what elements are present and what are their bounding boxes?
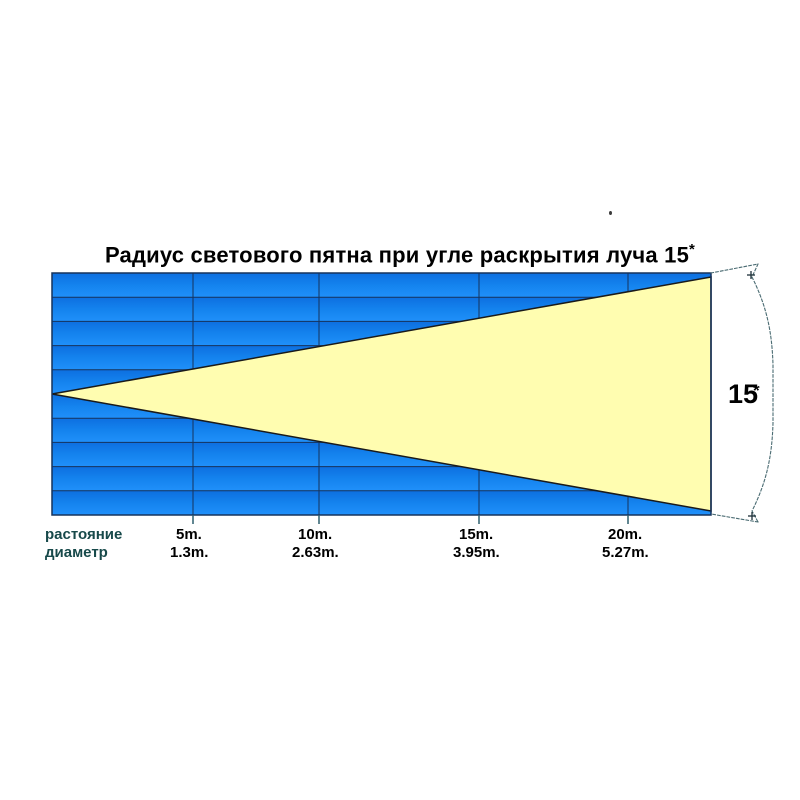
svg-text:1.3m.: 1.3m. xyxy=(170,544,208,561)
svg-text:15m.: 15m. xyxy=(459,526,493,543)
svg-text:растояние: растояние xyxy=(45,526,122,543)
svg-text:10m.: 10m. xyxy=(298,526,332,543)
svg-text:2.63m.: 2.63m. xyxy=(292,544,339,561)
svg-text:5m.: 5m. xyxy=(176,526,202,543)
svg-text:5.27m.: 5.27m. xyxy=(602,544,649,561)
svg-text:20m.: 20m. xyxy=(608,526,642,543)
svg-text:3.95m.: 3.95m. xyxy=(453,544,500,561)
svg-text:диаметр: диаметр xyxy=(45,544,108,561)
svg-text:*: * xyxy=(753,381,760,400)
